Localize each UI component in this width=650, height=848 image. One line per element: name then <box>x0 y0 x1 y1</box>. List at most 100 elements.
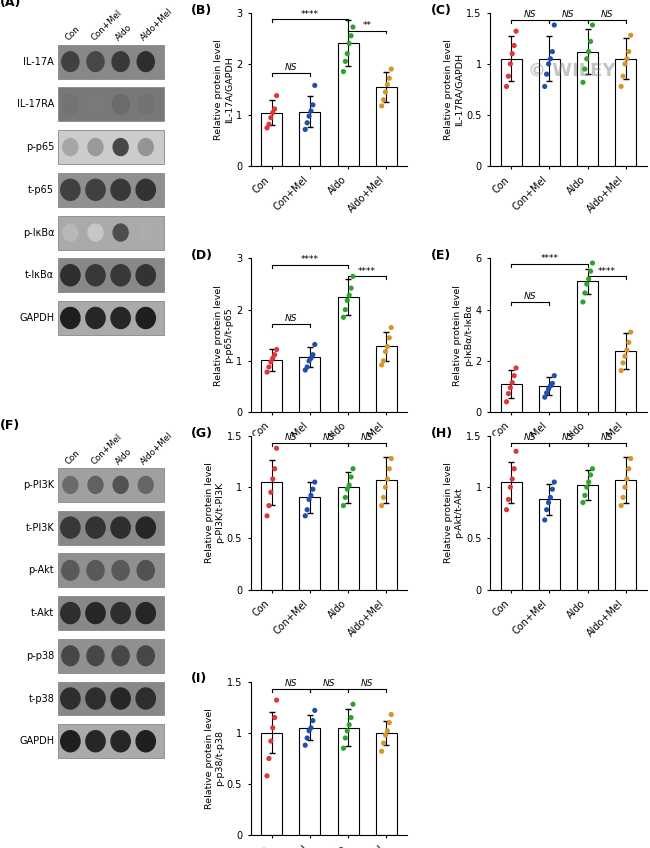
Point <box>380 345 391 359</box>
Bar <box>299 498 320 589</box>
Text: **: ** <box>363 21 372 30</box>
Point <box>309 338 320 351</box>
Point <box>578 295 588 309</box>
Ellipse shape <box>138 224 153 241</box>
Text: (G): (G) <box>191 427 213 440</box>
Ellipse shape <box>136 308 155 328</box>
Point <box>547 377 558 390</box>
Point <box>625 326 636 339</box>
Point <box>302 360 313 374</box>
Text: Con: Con <box>64 25 82 42</box>
Ellipse shape <box>62 646 79 666</box>
Point <box>549 18 560 31</box>
Text: NS: NS <box>361 679 373 688</box>
Point <box>621 52 632 65</box>
Point <box>545 491 556 505</box>
Ellipse shape <box>60 517 80 538</box>
Bar <box>615 480 636 589</box>
Ellipse shape <box>136 179 155 200</box>
Point <box>621 343 632 357</box>
Point <box>382 724 393 738</box>
Point <box>386 452 396 466</box>
Ellipse shape <box>62 52 79 71</box>
Text: (D): (D) <box>191 249 213 262</box>
Bar <box>337 297 359 412</box>
Point <box>268 472 278 486</box>
Bar <box>58 554 164 588</box>
Ellipse shape <box>113 477 128 494</box>
Text: NS: NS <box>524 433 536 443</box>
Text: NS: NS <box>601 10 613 19</box>
Text: (H): (H) <box>430 427 452 440</box>
Point <box>302 503 313 516</box>
Point <box>346 711 356 724</box>
Ellipse shape <box>137 52 154 71</box>
Text: GAPDH: GAPDH <box>19 736 54 746</box>
Point <box>348 270 358 283</box>
Point <box>501 503 512 516</box>
Ellipse shape <box>62 561 79 580</box>
Ellipse shape <box>62 94 79 114</box>
Ellipse shape <box>113 224 128 241</box>
Point <box>338 64 348 78</box>
Text: (C): (C) <box>430 3 451 16</box>
Text: NS: NS <box>322 433 335 443</box>
Point <box>618 491 629 505</box>
Point <box>271 343 281 356</box>
Point <box>346 470 356 483</box>
Point <box>549 475 560 488</box>
Point <box>348 462 358 476</box>
Ellipse shape <box>87 561 104 580</box>
Point <box>346 29 356 42</box>
Point <box>300 739 311 752</box>
Bar <box>58 45 164 79</box>
Point <box>270 711 280 724</box>
Text: p-Akt: p-Akt <box>29 566 54 575</box>
Point <box>340 731 350 745</box>
Ellipse shape <box>111 517 130 538</box>
Point <box>545 379 556 393</box>
Point <box>543 57 554 70</box>
Ellipse shape <box>112 646 129 666</box>
Point <box>549 369 560 382</box>
Text: Con+Mel: Con+Mel <box>89 8 124 42</box>
Point <box>623 462 634 476</box>
Ellipse shape <box>112 94 129 114</box>
Point <box>541 503 552 516</box>
Ellipse shape <box>87 646 104 666</box>
Point <box>266 355 276 369</box>
Point <box>380 728 391 742</box>
Point <box>582 277 592 291</box>
Bar <box>58 87 164 121</box>
Text: ****: **** <box>301 9 318 19</box>
Y-axis label: Relative protein level
p-IκBα/t-IκBα: Relative protein level p-IκBα/t-IκBα <box>453 285 473 386</box>
Ellipse shape <box>136 265 155 286</box>
Ellipse shape <box>88 477 103 494</box>
Point <box>342 483 352 496</box>
Point <box>382 340 393 354</box>
Point <box>382 78 393 92</box>
Bar <box>58 301 164 335</box>
Point <box>306 721 316 734</box>
Ellipse shape <box>86 179 105 200</box>
Ellipse shape <box>113 138 128 155</box>
Point <box>344 718 354 732</box>
Point <box>304 493 314 506</box>
Ellipse shape <box>137 646 154 666</box>
Text: (B): (B) <box>191 3 213 16</box>
Bar <box>577 485 598 589</box>
Bar <box>58 682 164 716</box>
Text: t-PI3K: t-PI3K <box>25 522 54 533</box>
Point <box>582 480 592 494</box>
Point <box>380 480 391 494</box>
Point <box>342 47 352 60</box>
Bar <box>500 384 521 412</box>
Point <box>348 697 358 711</box>
Bar <box>577 52 598 166</box>
Ellipse shape <box>137 561 154 580</box>
Bar <box>58 510 164 544</box>
Point <box>503 70 514 83</box>
Point <box>619 349 630 363</box>
Ellipse shape <box>112 561 129 580</box>
Y-axis label: Relative protein level
p-p65/t-p65: Relative protein level p-p65/t-p65 <box>214 285 233 386</box>
